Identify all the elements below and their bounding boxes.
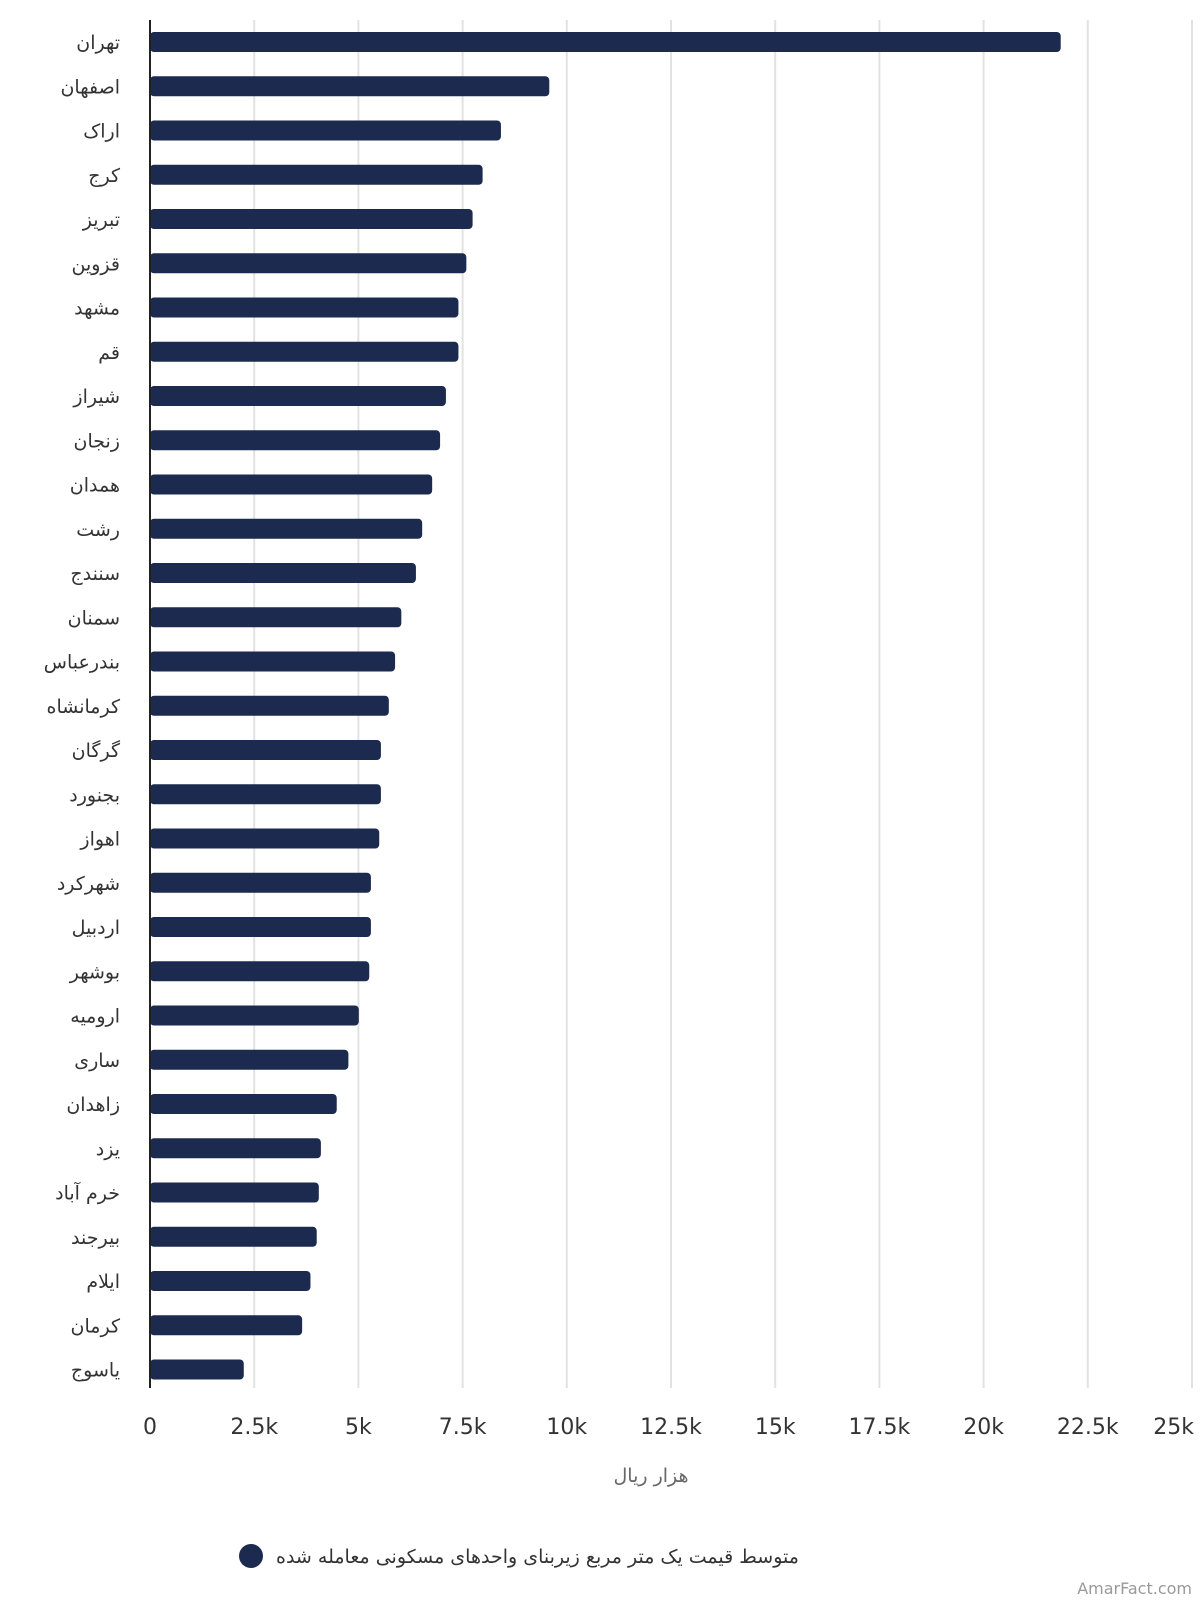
category-label: خرم آباد — [55, 1181, 120, 1205]
bar[interactable] — [150, 120, 501, 141]
category-label: ساری — [74, 1050, 120, 1072]
bar[interactable] — [150, 253, 467, 274]
bar[interactable] — [150, 164, 483, 185]
bar[interactable] — [150, 341, 459, 362]
watermark[interactable]: AmarFact.com — [1077, 1579, 1192, 1598]
bar[interactable] — [150, 1005, 359, 1026]
bar[interactable] — [150, 917, 371, 937]
category-label: اهواز — [79, 829, 120, 851]
x-tick-label: 0 — [143, 1415, 157, 1440]
bar[interactable] — [150, 32, 1061, 52]
category-label: یاسوج — [71, 1360, 120, 1382]
bar[interactable] — [150, 828, 380, 849]
category-label: بجنورد — [69, 784, 120, 806]
bar[interactable] — [150, 1226, 317, 1247]
category-label: ارومیه — [70, 1006, 120, 1028]
category-label: ایلام — [86, 1271, 120, 1293]
bar[interactable] — [150, 1271, 311, 1291]
category-label: اردبیل — [72, 917, 120, 939]
x-tick-label: 2.5k — [230, 1415, 278, 1440]
bar[interactable] — [150, 518, 423, 539]
category-label: اصفهان — [60, 76, 120, 98]
x-tick-label: 25k — [1153, 1415, 1194, 1440]
category-label: کرمان — [71, 1315, 121, 1337]
category-label: اراک — [83, 121, 120, 143]
bar[interactable] — [150, 1138, 321, 1159]
x-tick-label: 22.5k — [1057, 1415, 1119, 1440]
category-label: سنندج — [70, 563, 120, 585]
bar[interactable] — [150, 961, 370, 982]
bar[interactable] — [150, 740, 381, 760]
category-label: کرمانشاه — [47, 696, 121, 718]
x-tick-label: 5k — [345, 1415, 372, 1440]
category-label: مشهد — [74, 298, 120, 320]
x-tick-label: 15k — [755, 1415, 796, 1440]
x-tick-label: 10k — [546, 1415, 587, 1440]
x-tick-label: 12.5k — [640, 1415, 702, 1440]
bar[interactable] — [150, 784, 381, 805]
x-tick-label: 7.5k — [439, 1415, 487, 1440]
legend-marker-icon — [239, 1544, 263, 1568]
category-label: شهرکرد — [57, 873, 120, 895]
bar[interactable] — [150, 386, 446, 406]
bar[interactable] — [150, 607, 402, 628]
x-tick-labels: 0 2.5k 5k 7.5k 10k 12.5k 15k 17.5k 20k 22.5k 25k — [143, 1415, 1194, 1440]
bar[interactable] — [150, 872, 371, 893]
category-label: گرگان — [72, 739, 121, 762]
grid-lines — [253, 20, 1193, 1388]
bar[interactable] — [150, 474, 433, 495]
category-label: تبریز — [82, 209, 120, 231]
category-label: کرج — [88, 165, 121, 187]
category-label: بوشهر — [69, 961, 120, 983]
bar[interactable] — [150, 1094, 337, 1114]
bar[interactable] — [150, 76, 550, 97]
category-label: یزد — [96, 1138, 120, 1160]
category-label: زنجان — [74, 430, 120, 452]
bar[interactable] — [150, 1359, 244, 1380]
category-label: همدان — [70, 475, 120, 497]
category-label: رشت — [76, 519, 120, 541]
bars — [150, 32, 1061, 1380]
category-label: شیراز — [72, 386, 120, 408]
x-tick-label: 17.5k — [849, 1415, 911, 1440]
bar[interactable] — [150, 1049, 349, 1070]
category-label: زاهدان — [66, 1094, 120, 1116]
bar[interactable] — [150, 430, 441, 451]
category-label: سمنان — [68, 607, 120, 629]
legend-label: متوسط قیمت یک متر مربع زیربنای واحدهای م… — [276, 1546, 799, 1568]
bar[interactable] — [150, 209, 473, 229]
bar[interactable] — [150, 563, 416, 583]
category-label: قزوین — [72, 253, 121, 275]
bar[interactable] — [150, 695, 389, 716]
bar[interactable] — [150, 1315, 303, 1336]
x-axis-title: هزار ریال — [613, 1465, 688, 1487]
bar[interactable] — [150, 297, 459, 318]
category-label: تهران — [76, 32, 120, 54]
legend[interactable]: متوسط قیمت یک متر مربع زیربنای واحدهای م… — [239, 1544, 799, 1568]
category-label: بیرجند — [71, 1227, 120, 1249]
category-label: قم — [98, 342, 120, 364]
bar[interactable] — [150, 651, 396, 672]
bar[interactable] — [150, 1182, 319, 1203]
category-labels: تهران اصفهان اراک کرج تبریز قزوین مشهد قم شیراز ز… — [44, 32, 121, 1382]
category-label: بندرعباس — [44, 652, 120, 674]
x-tick-label: 20k — [963, 1415, 1004, 1440]
